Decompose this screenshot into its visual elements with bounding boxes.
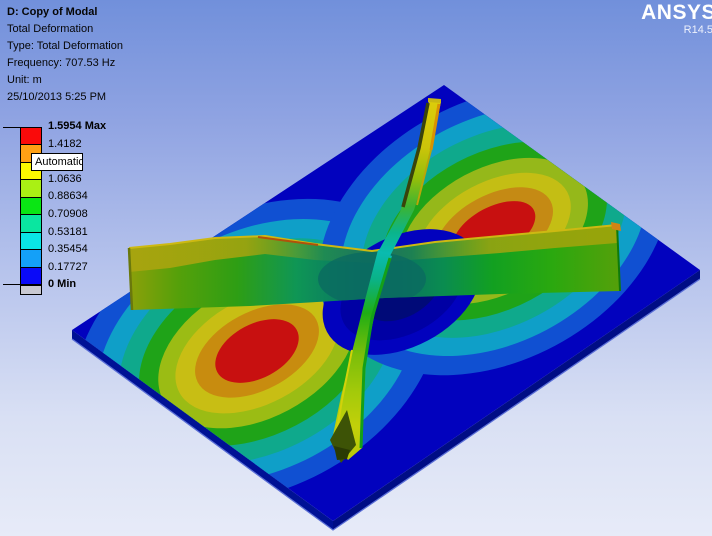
legend-label: 0.70908 bbox=[48, 208, 88, 220]
ansys-release-text: R14.5 bbox=[683, 24, 712, 36]
legend-band bbox=[21, 180, 41, 198]
cross-wall-vertical-lower bbox=[330, 250, 392, 463]
cross-wall-vertical-upper bbox=[378, 98, 441, 256]
legend-band bbox=[21, 232, 41, 251]
legend-undershoot-cap bbox=[20, 285, 42, 295]
legend-max-tick bbox=[3, 127, 20, 128]
legend-label: 1.0636 bbox=[48, 173, 82, 185]
legend-label-min: 0 Min bbox=[48, 278, 77, 290]
legend-min-tick bbox=[3, 284, 20, 285]
legend-colorbar[interactable] bbox=[20, 127, 42, 285]
result-info-block: D: Copy of Modal Total Deformation Type:… bbox=[7, 4, 123, 106]
result-line: 25/10/2013 5:25 PM bbox=[7, 91, 107, 103]
legend-band bbox=[21, 250, 41, 268]
legend-label-max: 1.5954 Max bbox=[48, 120, 107, 132]
ansys-brand-text: ANSYS bbox=[641, 1, 712, 24]
result-line: Total Deformation bbox=[7, 23, 94, 35]
result-line: Type: Total Deformation bbox=[7, 40, 123, 52]
legend-scale-tooltip: Automatic bbox=[31, 153, 83, 171]
result-title: D: Copy of Modal bbox=[7, 6, 98, 18]
legend-label: 0.17727 bbox=[48, 261, 88, 273]
result-line: Unit: m bbox=[7, 74, 42, 86]
legend-label: 0.35454 bbox=[48, 243, 88, 255]
ansys-logo: ANSYS R14.5 bbox=[572, 1, 712, 37]
legend-label: 0.53181 bbox=[48, 226, 88, 238]
legend-label: 1.4182 bbox=[48, 138, 82, 150]
legend-band bbox=[21, 197, 41, 216]
legend-band bbox=[21, 267, 41, 284]
legend-label: 0.88634 bbox=[48, 190, 88, 202]
result-line: Frequency: 707.53 Hz bbox=[7, 57, 116, 69]
plate-side-faces bbox=[71, 270, 701, 531]
legend-band bbox=[21, 128, 41, 146]
legend-band bbox=[21, 215, 41, 233]
